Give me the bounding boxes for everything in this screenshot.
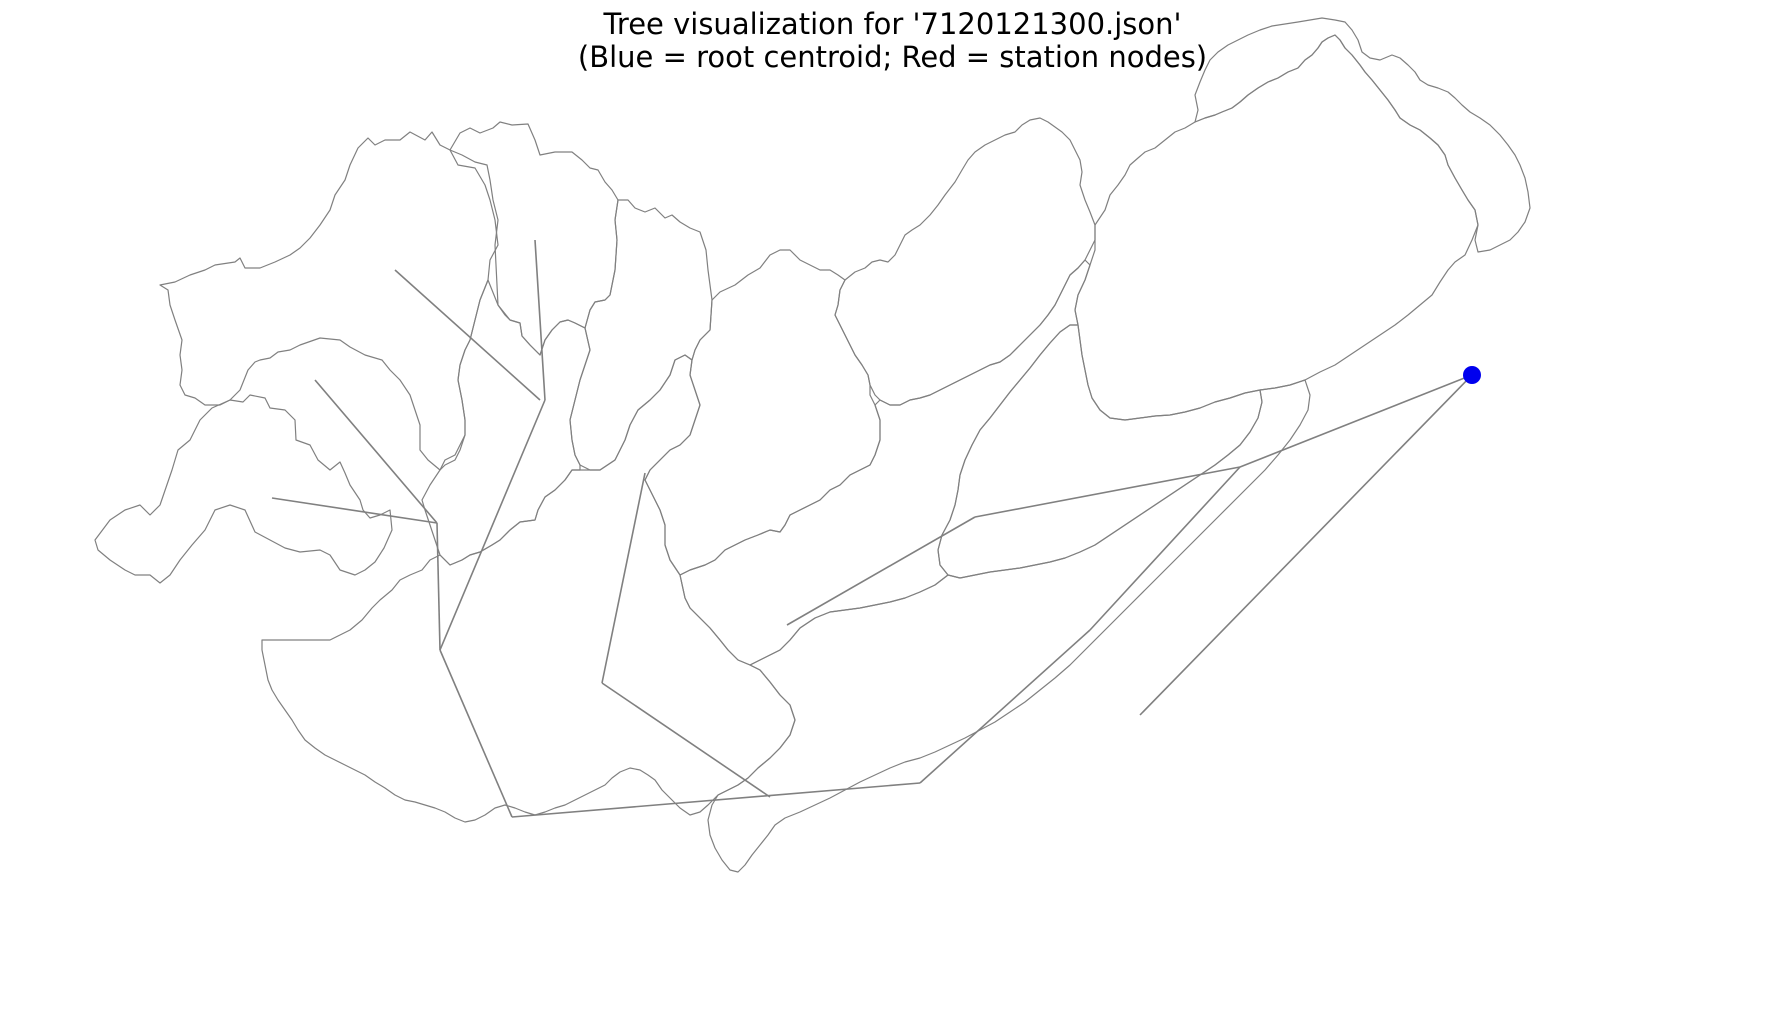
- tree-edges: [271, 239, 1473, 818]
- tree-edge: [511, 782, 921, 818]
- basin-far-left: [94, 394, 393, 584]
- basin-far-east: [1194, 17, 1531, 253]
- tree-edge: [439, 649, 513, 818]
- title-line-1: Tree visualization for '7120121300.json': [603, 7, 1182, 41]
- tree-edge: [314, 379, 438, 524]
- basin-east: [1074, 34, 1479, 421]
- tree-edge: [786, 516, 976, 626]
- tree-edge: [919, 629, 1091, 784]
- tree-edge: [439, 399, 546, 651]
- basin-center-north: [569, 199, 713, 471]
- basin-south-east: [937, 324, 1263, 579]
- tree-edge: [1239, 374, 1473, 468]
- watershed-boundaries: [94, 17, 1531, 873]
- tree-edge: [601, 682, 771, 798]
- tree-edge: [1139, 374, 1473, 716]
- tree-edge: [394, 269, 541, 401]
- basin-south-center: [679, 259, 1091, 666]
- basin-center: [644, 249, 881, 576]
- figure-title: Tree visualization for '7120121300.json'…: [0, 8, 1785, 74]
- basin-south-lower: [707, 379, 1311, 873]
- tree-edge: [1089, 466, 1241, 631]
- tree-edge: [534, 239, 546, 401]
- basin-west-center: [421, 279, 591, 566]
- basin-south-west: [261, 354, 796, 823]
- basin-north-west: [159, 131, 499, 471]
- tree-edge: [271, 497, 438, 524]
- tree-edge: [436, 522, 441, 651]
- basin-center-east: [834, 117, 1096, 406]
- tree-edge: [601, 472, 646, 684]
- title-line-2: (Blue = root centroid; Red = station nod…: [577, 40, 1208, 74]
- root-centroid-node: [1463, 366, 1481, 384]
- tree-edge: [974, 466, 1241, 518]
